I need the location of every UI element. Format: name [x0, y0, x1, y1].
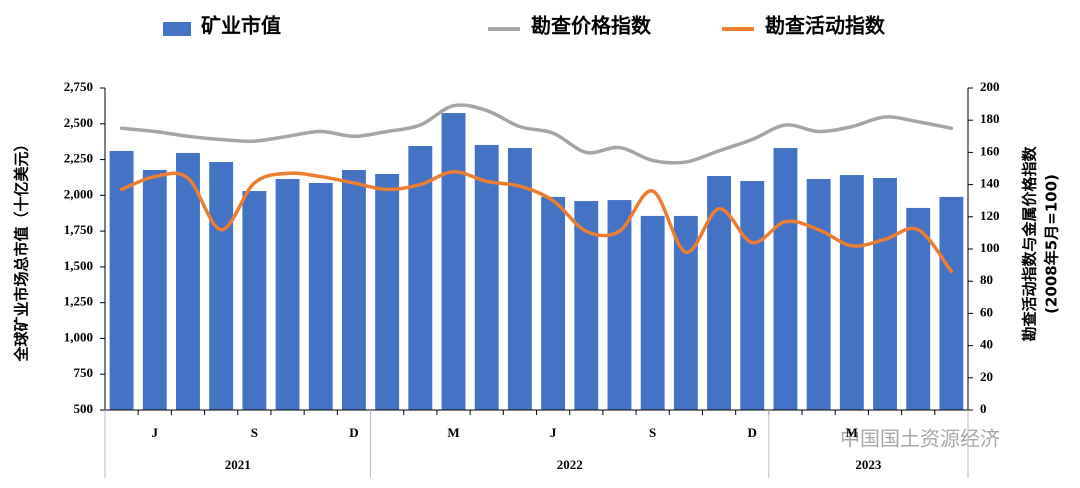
bar — [806, 179, 831, 410]
bar — [839, 175, 864, 410]
y2-tick-label: 100 — [980, 240, 1000, 255]
y2-tick-label: 200 — [980, 79, 1000, 94]
bar — [640, 215, 665, 410]
year-label: 2021 — [225, 457, 251, 472]
y-tick-label: 1,000 — [64, 329, 93, 344]
bar — [541, 196, 566, 410]
year-label: 2022 — [557, 457, 583, 472]
y2-tick-label: 120 — [980, 208, 1000, 223]
bar — [308, 183, 333, 410]
legend-label: 矿业市值 — [201, 14, 281, 38]
x-tick-label: J — [550, 425, 557, 440]
x-tick-label: M — [447, 425, 459, 440]
bar — [408, 145, 433, 410]
x-tick-label: J — [152, 425, 159, 440]
bar — [607, 200, 632, 410]
watermark: 中国国土资源经济 — [840, 427, 1000, 451]
y2-tick-label: 20 — [980, 369, 993, 384]
bar — [242, 191, 267, 410]
y2-tick-label: 60 — [980, 304, 993, 319]
y2-axis-title: (2008年5月=100) — [1043, 174, 1061, 314]
bar — [441, 113, 466, 411]
line — [119, 169, 954, 274]
bar — [375, 174, 400, 410]
y-tick-label: 2,000 — [64, 186, 93, 201]
bar — [673, 215, 698, 410]
y2-tick-label: 0 — [980, 401, 987, 416]
x-tick-label: D — [748, 425, 757, 440]
y2-axis-title: 勘查活动指数与金属价格指数 — [1021, 146, 1039, 342]
y-tick-label: 1,250 — [64, 294, 93, 309]
x-tick-label: D — [349, 425, 358, 440]
bar — [574, 201, 599, 410]
x-tick-label: S — [251, 425, 258, 440]
y-tick-label: 2,500 — [64, 115, 93, 130]
y-tick-label: 2,250 — [64, 151, 93, 166]
bar — [142, 170, 167, 410]
y-tick-label: 1,500 — [64, 258, 93, 273]
bar — [275, 179, 300, 410]
y-tick-label: 2,750 — [64, 79, 93, 94]
y2-tick-label: 140 — [980, 176, 1000, 191]
bar — [109, 150, 134, 411]
bar — [873, 178, 897, 410]
bar — [209, 161, 234, 410]
bar — [939, 196, 964, 410]
line — [119, 103, 954, 165]
bar — [474, 144, 499, 410]
y-axis-title: 全球矿业市场总市值（十亿美元） — [13, 136, 31, 362]
bar — [507, 147, 532, 410]
year-label: 2023 — [855, 457, 882, 472]
bar — [707, 176, 732, 410]
y2-tick-label: 40 — [980, 337, 993, 352]
bar — [341, 170, 366, 410]
legend-swatch — [163, 22, 191, 36]
bar — [906, 207, 931, 410]
bar — [773, 147, 798, 410]
y2-tick-label: 80 — [980, 272, 993, 287]
bar — [176, 152, 200, 410]
y2-tick-label: 160 — [980, 143, 1000, 158]
y-tick-label: 500 — [74, 401, 94, 416]
bar — [740, 181, 765, 410]
legend-label: 勘查价格指数 — [531, 14, 652, 38]
y2-tick-label: 180 — [980, 111, 1000, 126]
legend-label: 勘查活动指数 — [765, 14, 886, 38]
x-tick-label: M — [846, 425, 858, 440]
y-tick-label: 750 — [74, 365, 94, 380]
x-tick-label: S — [649, 425, 656, 440]
y-tick-label: 1,750 — [64, 222, 93, 237]
